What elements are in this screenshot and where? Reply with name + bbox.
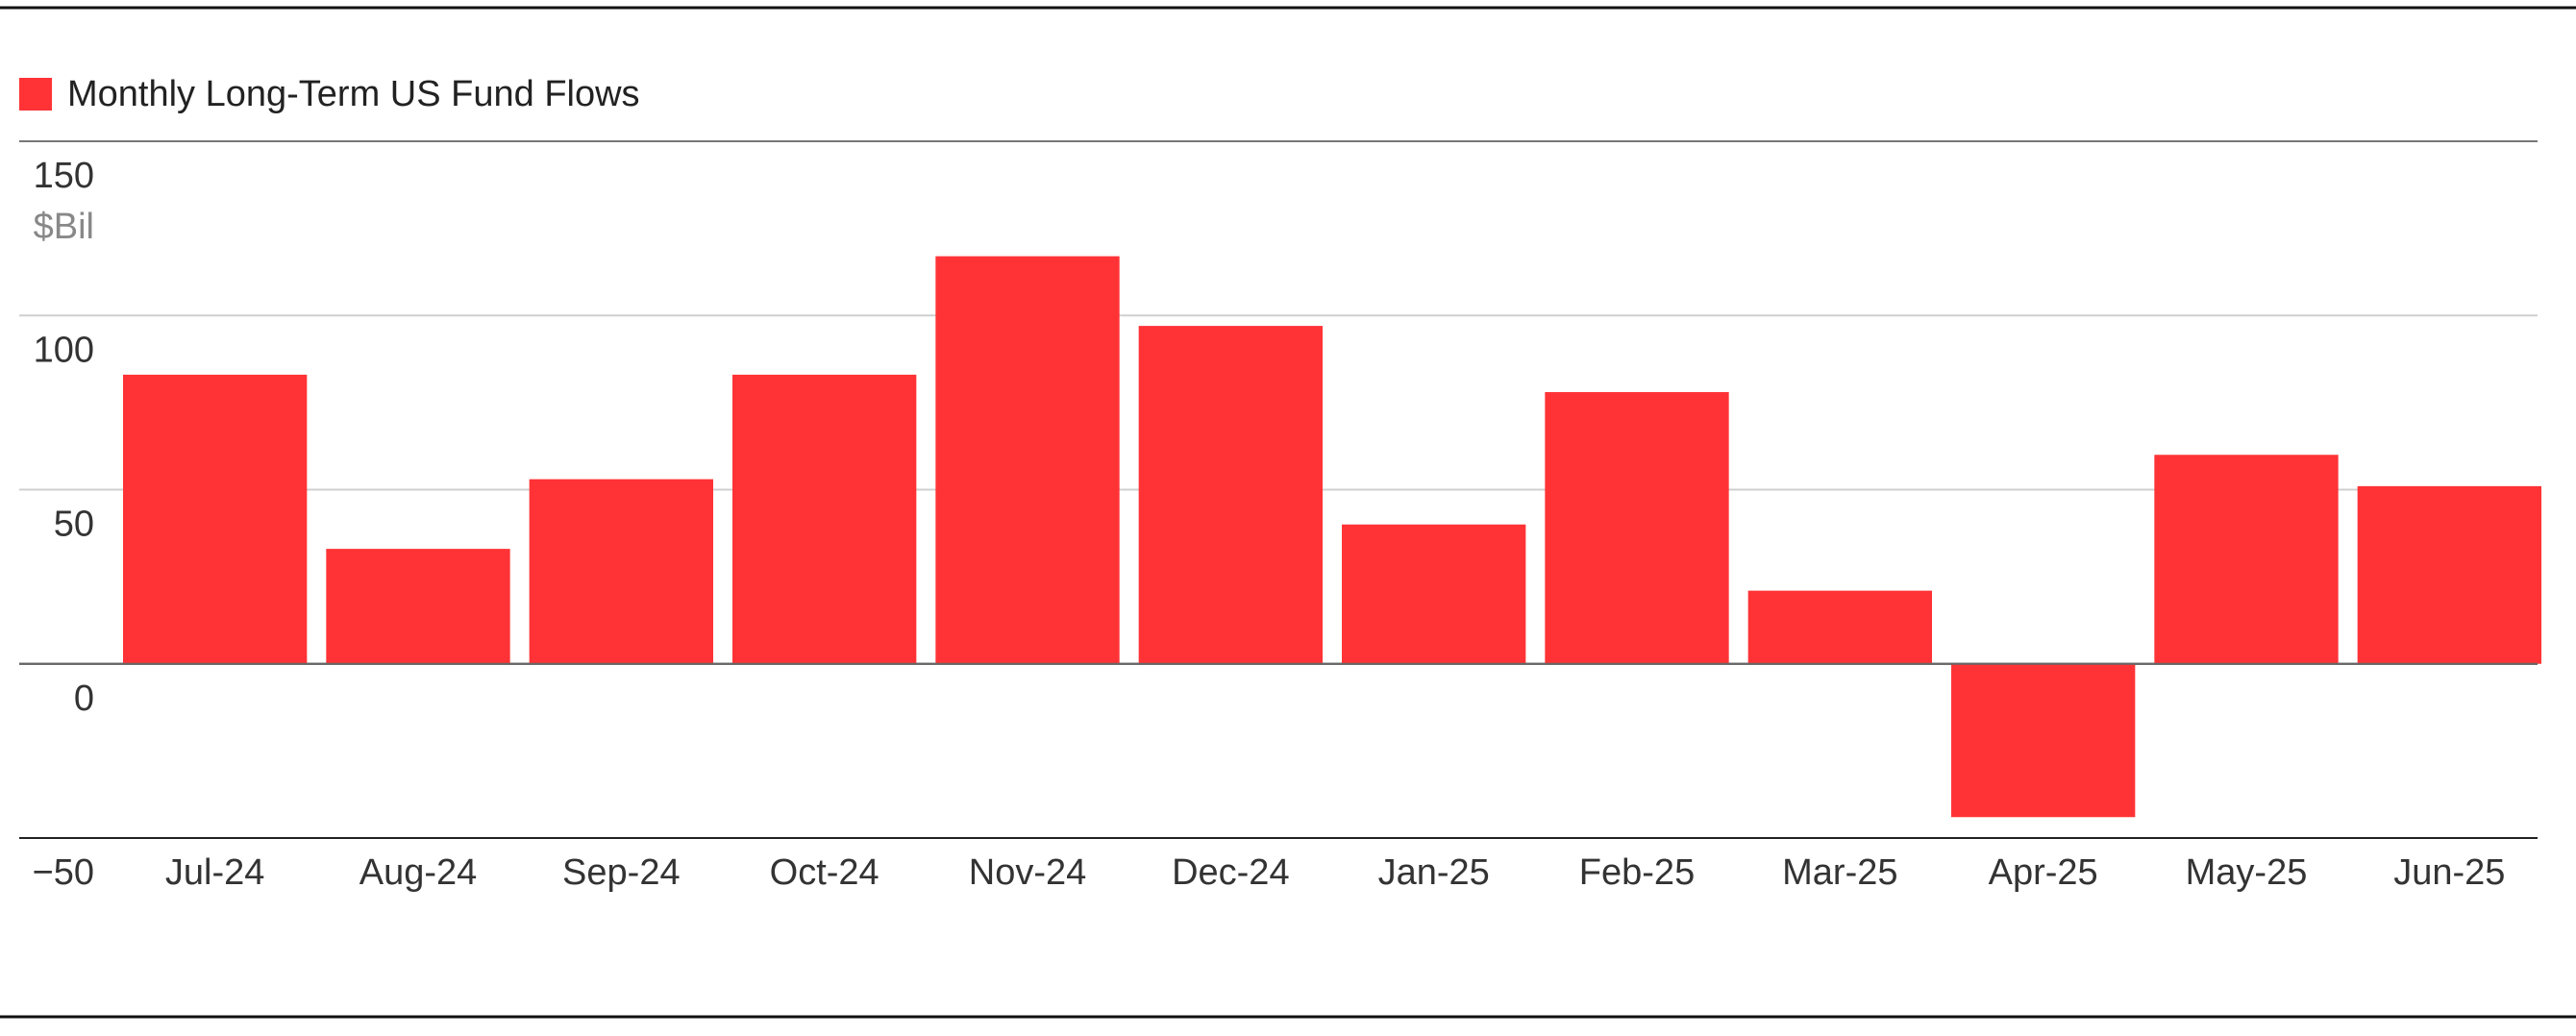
x-tick-label-nov-24: Nov-24	[969, 852, 1087, 893]
x-tick-label-may-25: May-25	[2186, 852, 2308, 893]
bar-nov-24	[935, 256, 1120, 664]
bar-jul-24	[123, 374, 308, 664]
x-tick-label-jul-24: Jul-24	[165, 852, 265, 893]
bar-feb-25	[1545, 392, 1729, 664]
y-axis-unit: $Bil	[34, 207, 94, 247]
y-tick-label-2: 50	[54, 505, 94, 545]
bar-dec-24	[1138, 326, 1323, 664]
x-tick-label-aug-24: Aug-24	[359, 852, 478, 893]
bar-apr-25	[1951, 663, 2136, 818]
bar-may-25	[2154, 455, 2339, 664]
bars	[123, 256, 2541, 818]
x-tick-label-mar-25: Mar-25	[1782, 852, 1897, 893]
y-tick-label-3: 0	[74, 678, 94, 719]
x-tick-label-feb-25: Feb-25	[1579, 852, 1695, 893]
x-tick-label-apr-25: Apr-25	[1989, 852, 2098, 893]
bar-sep-24	[529, 479, 713, 664]
bar-aug-24	[326, 549, 510, 664]
y-tick-label-0: 150	[34, 156, 94, 196]
x-tick-label-jan-25: Jan-25	[1378, 852, 1490, 893]
x-tick-label-oct-24: Oct-24	[770, 852, 879, 893]
y-axis-ticks: 150 100 50 0 −50	[33, 156, 94, 893]
legend-label: Monthly Long-Term US Fund Flows	[67, 74, 640, 114]
legend: Monthly Long-Term US Fund Flows	[19, 74, 640, 114]
x-tick-label-jun-25: Jun-25	[2393, 852, 2505, 893]
legend-swatch	[19, 78, 52, 111]
bar-oct-24	[732, 374, 917, 664]
bar-jan-25	[1342, 524, 1526, 664]
bar-mar-25	[1747, 590, 1932, 664]
x-tick-label-dec-24: Dec-24	[1172, 852, 1290, 893]
x-axis-labels: Jul-24 Aug-24 Sep-24 Oct-24 Nov-24 Dec-24 Jan-…	[165, 852, 2506, 893]
x-tick-label-sep-24: Sep-24	[562, 852, 681, 893]
bar-jun-25	[2357, 485, 2541, 664]
y-tick-label-4: −50	[33, 852, 94, 893]
y-tick-label-1: 100	[34, 330, 94, 370]
